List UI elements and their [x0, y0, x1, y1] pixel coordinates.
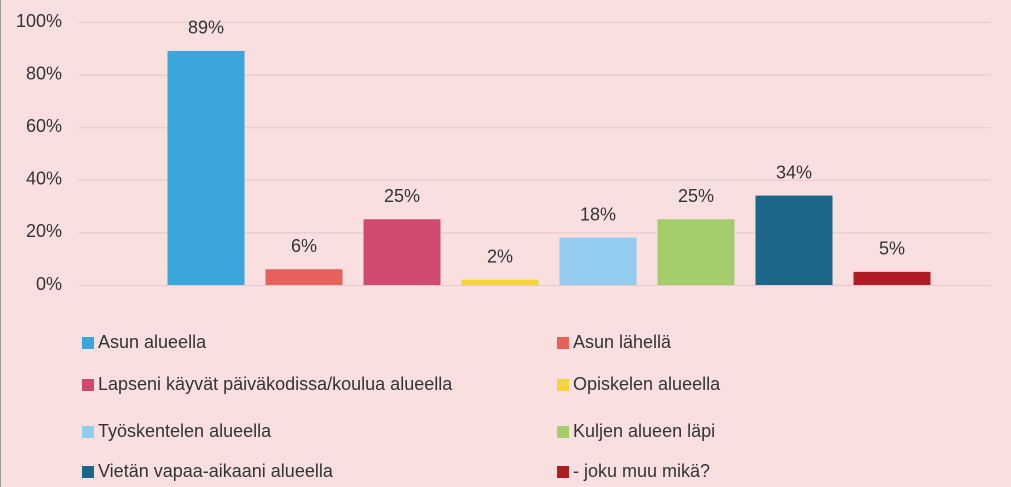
legend-label: Kuljen alueen läpi: [573, 421, 715, 441]
legend-label: - joku muu mikä?: [573, 461, 710, 481]
y-tick-label: 100%: [16, 11, 62, 31]
value-label: 34%: [776, 162, 812, 182]
y-tick-label: 40%: [26, 169, 62, 189]
legend-swatch: [82, 466, 94, 478]
bar: [363, 219, 441, 285]
bar: [755, 195, 833, 285]
legend-label: Työskentelen alueella: [98, 421, 272, 441]
legend-swatch: [557, 379, 569, 391]
y-tick-label: 20%: [26, 221, 62, 241]
legend-swatch: [557, 466, 569, 478]
bar: [657, 219, 735, 285]
legend-swatch: [82, 337, 94, 349]
value-label: 5%: [879, 239, 905, 259]
legend-label: Lapseni käyvät päiväkodissa/koulua aluee…: [98, 374, 453, 394]
value-label: 25%: [384, 186, 420, 206]
legend-swatch: [557, 337, 569, 349]
legend-label: Opiskelen alueella: [573, 374, 721, 394]
y-tick-label: 60%: [26, 116, 62, 136]
legend-swatch: [557, 426, 569, 438]
y-tick-label: 80%: [26, 63, 62, 83]
bar: [853, 271, 931, 285]
value-label: 2%: [487, 246, 513, 266]
bar: [559, 237, 637, 285]
value-label: 6%: [291, 236, 317, 256]
value-label: 89%: [188, 18, 224, 38]
legend-swatch: [82, 426, 94, 438]
y-tick-label: 0%: [36, 274, 62, 294]
value-label: 25%: [678, 186, 714, 206]
legend-label: Asun lähellä: [573, 332, 672, 352]
bar: [167, 50, 245, 286]
legend-label: Asun alueella: [98, 332, 207, 352]
bar: [265, 269, 343, 285]
value-label: 18%: [580, 204, 616, 224]
legend-swatch: [82, 379, 94, 391]
bar: [461, 279, 539, 285]
legend-label: Vietän vapaa-aikaani alueella: [98, 461, 334, 481]
